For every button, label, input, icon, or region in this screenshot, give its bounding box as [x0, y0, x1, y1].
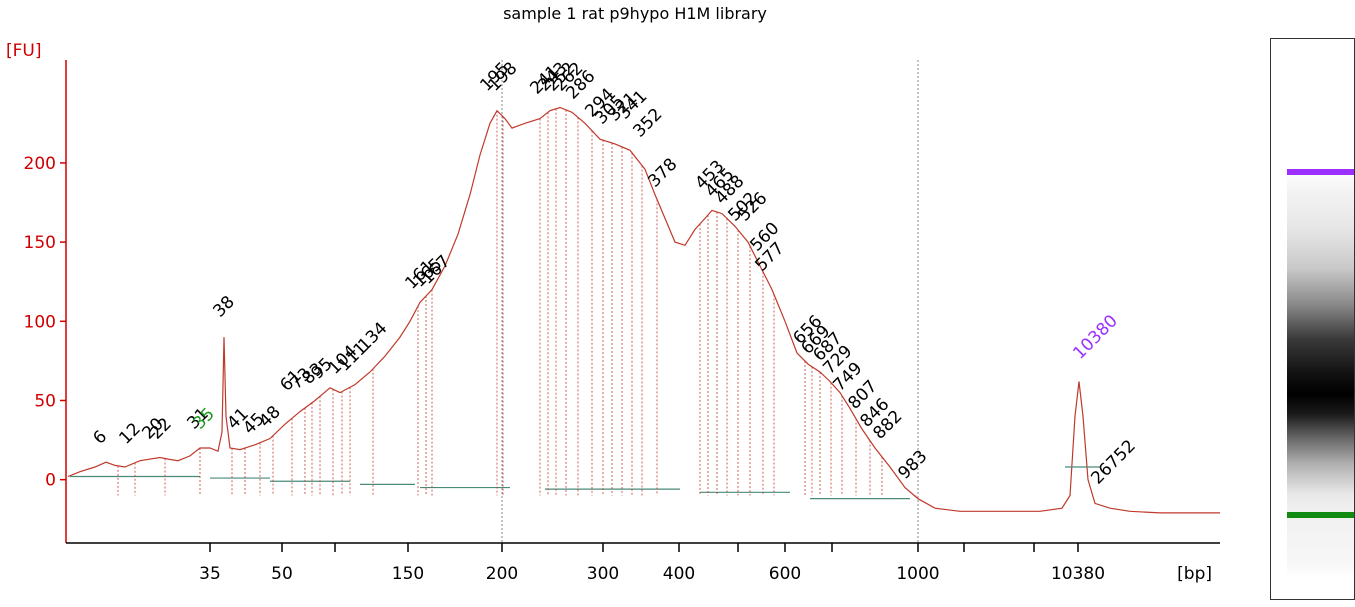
chart-title: sample 1 rat p9hypo H1M library [503, 4, 767, 23]
x-tick-label: 10380 [1051, 564, 1105, 584]
x-tick-label: 200 [486, 564, 518, 584]
x-tick-label: 600 [769, 564, 801, 584]
upper-marker-label: 10380 [1069, 311, 1121, 363]
y-tick-label: 150 [24, 233, 56, 253]
peak-label: 12 [115, 419, 144, 448]
x-tick-label: 50 [271, 564, 293, 584]
gel-image [1270, 38, 1355, 600]
lower-marker-band [1287, 512, 1354, 518]
x-tick-label: 35 [199, 564, 221, 584]
x-tick-label: 300 [587, 564, 619, 584]
electropherogram-chart: 0 50 100 150 200 [FU] 35 50 150 200 300 400 600 1000 1… [6, 41, 1220, 584]
x-tick-label: 400 [663, 564, 695, 584]
peak-label: 983 [894, 446, 931, 483]
gel-lane [1287, 39, 1354, 599]
x-axis-label: [bp] [1177, 564, 1212, 584]
y-tick-label: 100 [24, 312, 56, 332]
x-tick-label: 1000 [896, 564, 939, 584]
peak-label: 378 [644, 154, 681, 191]
peak-label: 26752 [1087, 436, 1139, 488]
trace-line [67, 106, 1220, 514]
x-tick-label: 150 [392, 564, 424, 584]
y-tick-label: 200 [24, 154, 56, 174]
peak-label: 6 [89, 427, 111, 449]
y-tick-label: 0 [45, 471, 56, 491]
y-tick-label: 50 [34, 391, 56, 411]
y-axis-label: [FU] [6, 41, 42, 61]
upper-marker-band [1287, 169, 1354, 175]
peak-label: 38 [209, 292, 238, 321]
